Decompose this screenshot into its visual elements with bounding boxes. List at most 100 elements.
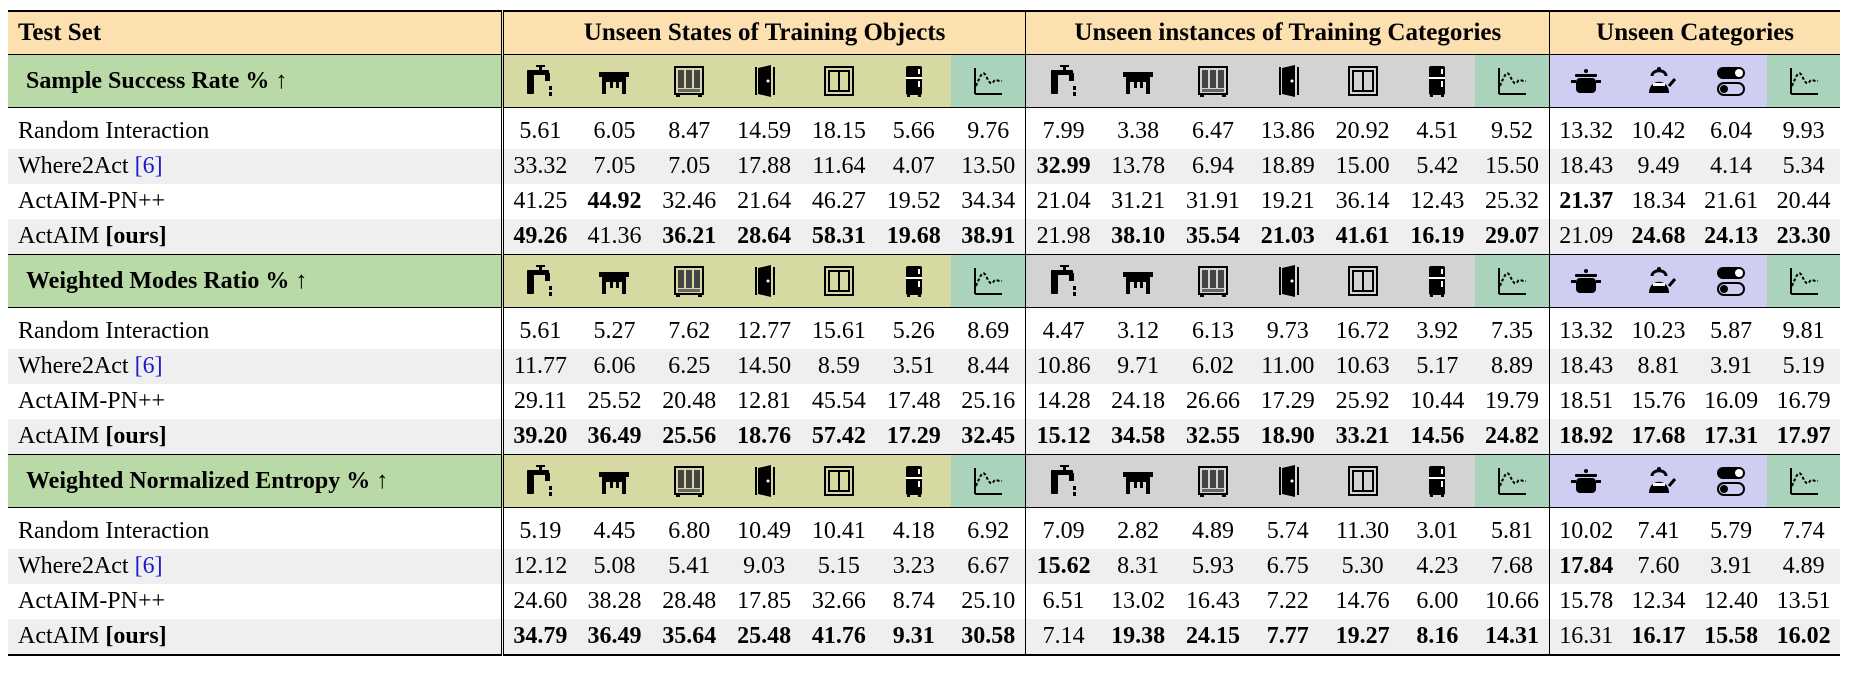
method-label: Random Interaction — [18, 318, 210, 344]
section-title: Weighted Modes Ratio % ↑ — [8, 254, 503, 308]
window-icon — [823, 466, 854, 496]
section-header-row: Sample Success Rate % ↑ — [8, 54, 1840, 108]
value-cell: 19.38 — [1100, 619, 1176, 656]
value-cell: 9.31 — [876, 619, 952, 656]
section-title: Weighted Normalized Entropy % ↑ — [8, 454, 503, 508]
value-cell: 6.80 — [668, 518, 711, 544]
value-cell: 24.68 — [1622, 219, 1695, 255]
citation-link[interactable]: [6] — [134, 153, 163, 179]
value-cell: 9.03 — [726, 549, 802, 584]
value-cell: 18.51 — [1549, 384, 1623, 419]
value-cell: 16.02 — [1767, 619, 1840, 656]
value-cell: 45.54 — [811, 388, 866, 414]
category-icon-cell — [1549, 254, 1623, 308]
value-cell: 24.13 — [1694, 219, 1768, 255]
value-cell: 8.16 — [1400, 619, 1475, 656]
category-icon-cell — [1694, 254, 1768, 308]
value-cell: 15.76 — [1631, 388, 1686, 414]
value-cell: 3.38 — [1117, 118, 1160, 144]
citation-link[interactable]: [6] — [134, 353, 163, 379]
value-cell: 24.60 — [500, 584, 578, 619]
value-cell: 5.26 — [892, 318, 935, 344]
method-label: Random Interaction — [18, 518, 210, 544]
curve-icon — [1789, 68, 1818, 95]
category-icon-cell — [1474, 254, 1550, 308]
value-cell: 41.61 — [1325, 219, 1400, 255]
value-cell: 4.89 — [1191, 518, 1234, 544]
value-cell: 7.35 — [1491, 318, 1533, 344]
refrigerator-icon — [905, 266, 922, 297]
category-icon-cell — [1250, 54, 1326, 108]
value-cell: 21.64 — [737, 188, 792, 214]
value-cell: 25.52 — [587, 388, 642, 414]
table-icon — [1123, 272, 1154, 294]
category-icon-cell — [1767, 454, 1840, 508]
value-cell: 6.25 — [651, 349, 727, 384]
value-cell: 12.40 — [1704, 588, 1759, 614]
value-cell: 8.47 — [668, 118, 711, 144]
method-label: Where2Act — [18, 553, 135, 579]
value-cell: 13.78 — [1100, 149, 1176, 184]
value-cell: 5.08 — [577, 549, 652, 584]
value-cell: 4.51 — [1416, 118, 1459, 144]
value-cell: 13.32 — [1549, 314, 1623, 349]
method-name: ActAIM-PN++ — [8, 184, 502, 219]
value-cell: 8.69 — [967, 318, 1010, 344]
value-cell: 34.34 — [961, 188, 1016, 214]
table-row: ActAIM [ours] 34.79 36.49 35.64 25.48 41.76 9.… — [8, 619, 1840, 656]
value-cell: 10.23 — [1631, 318, 1686, 344]
value-cell: 8.31 — [1100, 549, 1176, 584]
method-label: ActAIM-PN++ — [18, 388, 166, 414]
results-table: Test Set Unseen States of Training Objec… — [8, 10, 1840, 656]
category-icon-cell — [1250, 454, 1326, 508]
value-cell: 24.15 — [1175, 619, 1251, 656]
category-icon-cell — [651, 54, 727, 108]
results-table-container: Test Set Unseen States of Training Objec… — [8, 10, 1840, 656]
kettle-icon — [1648, 67, 1676, 93]
category-icon-cell — [1250, 254, 1326, 308]
value-cell: 7.77 — [1250, 619, 1326, 656]
table-row: Random Interaction 5.61 5.27 7.62 12.77 15.61… — [8, 314, 1840, 349]
value-cell: 16.79 — [1776, 388, 1831, 414]
category-icon-cell — [1325, 254, 1400, 308]
window-icon — [1347, 266, 1378, 296]
value-cell: 18.89 — [1250, 149, 1326, 184]
value-cell: 15.00 — [1325, 149, 1400, 184]
value-cell: 8.44 — [951, 349, 1026, 384]
value-cell: 7.09 — [1025, 514, 1101, 549]
table-row: ActAIM-PN++ 41.25 44.92 32.46 21.64 46.27 19.5… — [8, 184, 1840, 219]
value-cell: 17.84 — [1549, 549, 1623, 584]
method-label: ActAIM — [18, 223, 106, 249]
refrigerator-icon — [905, 466, 922, 497]
value-cell: 5.93 — [1175, 549, 1251, 584]
value-cell: 21.04 — [1025, 184, 1101, 219]
cabinet-icon — [1197, 266, 1228, 297]
citation-link[interactable]: [6] — [134, 553, 163, 579]
value-cell: 7.22 — [1266, 588, 1309, 614]
value-cell: 5.81 — [1491, 518, 1533, 544]
value-cell: 7.60 — [1622, 549, 1695, 584]
value-cell: 16.09 — [1704, 388, 1759, 414]
value-cell: 41.76 — [801, 619, 877, 656]
method-name: ActAIM-PN++ — [8, 584, 502, 619]
value-cell: 5.17 — [1400, 349, 1475, 384]
value-cell: 17.85 — [737, 588, 792, 614]
value-cell: 5.74 — [1266, 518, 1309, 544]
value-cell: 44.92 — [587, 188, 642, 214]
value-cell: 7.05 — [577, 149, 652, 184]
category-icon-cell — [801, 454, 877, 508]
value-cell: 6.67 — [951, 549, 1026, 584]
value-cell: 6.05 — [593, 118, 636, 144]
switch-icon — [1717, 67, 1746, 96]
category-icon-cell — [1549, 454, 1623, 508]
method-label: Where2Act — [18, 353, 135, 379]
value-cell: 6.13 — [1191, 318, 1234, 344]
table-row: Random Interaction 5.61 6.05 8.47 14.59 18.15… — [8, 114, 1840, 149]
category-icon-cell — [951, 54, 1026, 108]
value-cell: 28.64 — [726, 219, 802, 255]
value-cell: 21.03 — [1250, 219, 1326, 255]
method-name: ActAIM [ours] — [8, 219, 503, 255]
category-icon-cell — [951, 454, 1026, 508]
category-icon-cell — [876, 254, 952, 308]
door-icon — [1278, 265, 1299, 297]
